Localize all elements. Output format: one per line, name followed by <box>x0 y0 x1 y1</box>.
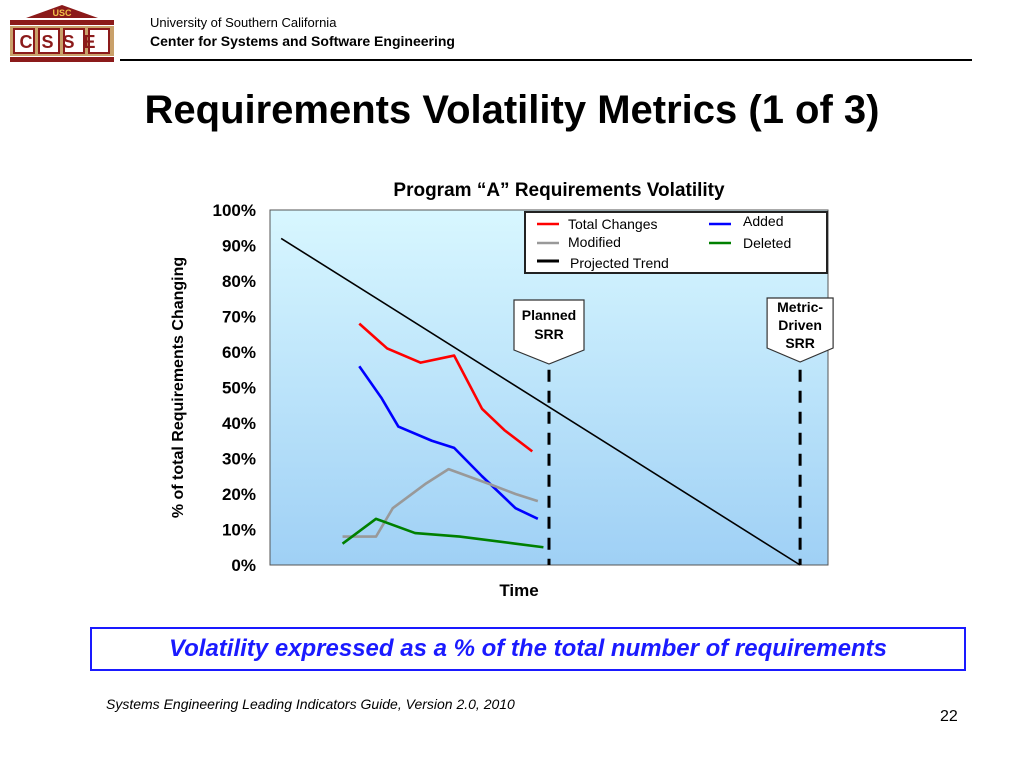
series-modified-line <box>342 467 539 538</box>
srr-callout-box <box>766 297 834 363</box>
volatility-chart: Program “A” Requirements Volatility 0% 10%… <box>170 180 834 600</box>
legend-label: Total Changes <box>568 216 658 232</box>
srr-callout-label: Metric- <box>777 299 823 315</box>
y-tick-label: 60% <box>222 343 256 362</box>
y-tick-label: 90% <box>222 237 256 256</box>
srr-callout-label: SRR <box>785 335 815 351</box>
chart-title: Program “A” Requirements Volatility <box>393 180 725 201</box>
srr-callout-label: Planned <box>522 307 576 323</box>
y-tick-label: 0% <box>231 556 256 575</box>
logo-letters: CSSE <box>19 32 104 52</box>
page-number: 22 <box>940 708 958 725</box>
y-axis-label: % of total Requirements Changing <box>170 257 187 518</box>
y-tick-label: 100% <box>213 201 256 220</box>
csse-logo: USC CSSE <box>10 5 114 62</box>
legend-label: Projected Trend <box>570 255 669 271</box>
legend-label: Modified <box>568 234 621 250</box>
logo-top-text: USC <box>52 8 72 18</box>
slide-title: Requirements Volatility Metrics (1 of 3) <box>144 88 880 132</box>
chart-legend <box>524 211 828 274</box>
srr-callout-label: Driven <box>778 317 822 333</box>
series-total-changes-line <box>358 322 534 453</box>
legend-label: Added <box>743 213 783 229</box>
y-tick-label: 30% <box>222 450 256 469</box>
series-added-line <box>358 365 539 521</box>
university-name: University of Southern California <box>150 15 337 30</box>
callout-text: Volatility expressed as a % of the total… <box>169 635 887 662</box>
series-deleted-line <box>341 517 544 549</box>
series-projected-trend-line <box>280 237 801 566</box>
callout-box: Volatility expressed as a % of the total… <box>90 627 966 671</box>
legend-label: Deleted <box>743 235 791 251</box>
header-divider <box>120 59 972 61</box>
y-tick-label: 20% <box>222 485 256 504</box>
y-tick-label: 40% <box>222 414 256 433</box>
y-tick-label: 80% <box>222 272 256 291</box>
source-citation: Systems Engineering Leading Indicators G… <box>106 696 515 712</box>
srr-callout-label: SRR <box>534 326 564 342</box>
y-tick-label: 50% <box>222 379 256 398</box>
x-axis-label: Time <box>499 581 538 600</box>
center-name: Center for Systems and Software Engineer… <box>150 33 455 49</box>
srr-callout-box <box>513 299 585 365</box>
y-tick-label: 10% <box>222 521 256 540</box>
y-tick-label: 70% <box>222 308 256 327</box>
